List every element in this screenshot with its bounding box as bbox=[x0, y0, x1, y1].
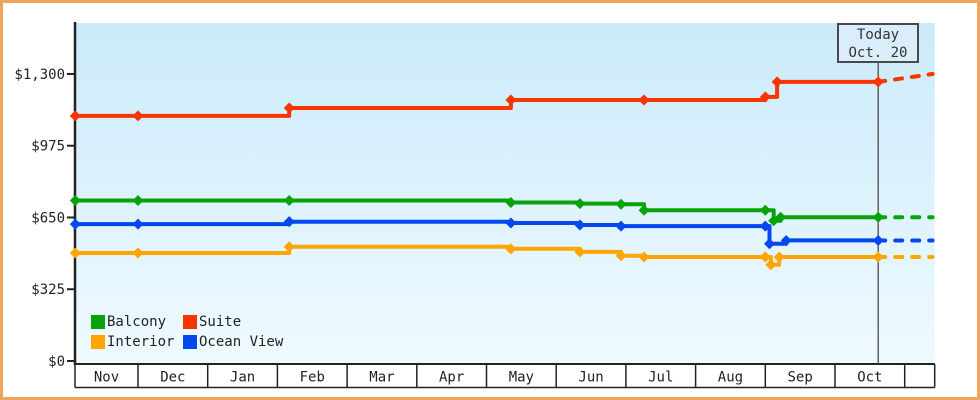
today-annotation-date: Oct. 20 bbox=[848, 45, 908, 61]
month-label: Jul bbox=[648, 370, 673, 386]
legend-swatch-suite bbox=[183, 315, 197, 329]
series-marker-interior bbox=[773, 251, 785, 263]
legend-label-balcony: Balcony bbox=[107, 314, 167, 330]
series-marker-ocean-view bbox=[574, 219, 586, 231]
legend-label-suite: Suite bbox=[199, 314, 242, 330]
month-label: Jan bbox=[230, 370, 255, 386]
y-tick-label: $1,300 bbox=[14, 67, 65, 83]
series-marker-balcony bbox=[759, 204, 771, 216]
series-marker-ocean-view bbox=[69, 218, 81, 230]
series-marker-ocean-view bbox=[780, 234, 792, 246]
series-line-suite bbox=[75, 79, 879, 118]
series-marker-ocean-view bbox=[283, 216, 295, 228]
y-tick-label: $325 bbox=[31, 282, 65, 298]
series-marker-interior bbox=[638, 251, 650, 263]
series-marker-interior bbox=[765, 259, 777, 271]
price-history-chart: $0 $325 $650 $975 $1,300 Nov Dec Jan Feb Mar Apr Ma… bbox=[14, 22, 936, 389]
series-marker-suite bbox=[283, 102, 295, 114]
series-marker-ocean-view bbox=[615, 220, 627, 232]
legend-swatch-balcony bbox=[91, 315, 105, 329]
legend-item-balcony: Balcony bbox=[91, 315, 183, 329]
legend: Balcony Suite Interior Ocean View bbox=[91, 315, 283, 349]
series-marker-interior bbox=[574, 246, 586, 258]
month-label: Jun bbox=[578, 370, 603, 386]
today-annotation-box: Today Oct. 20 bbox=[837, 23, 919, 63]
series-marker-balcony bbox=[574, 198, 586, 210]
series-marker-ocean-view bbox=[505, 217, 517, 229]
series-marker-balcony bbox=[132, 194, 144, 206]
series-marker-interior bbox=[283, 241, 295, 253]
series-marker-balcony bbox=[283, 194, 295, 206]
today-annotation-label: Today bbox=[856, 27, 900, 43]
month-label: Feb bbox=[300, 370, 325, 386]
month-label: Apr bbox=[439, 370, 464, 386]
series-marker-balcony bbox=[638, 204, 650, 216]
month-label: Aug bbox=[718, 370, 743, 386]
legend-item-ocean-view: Ocean View bbox=[183, 335, 283, 349]
plot-background bbox=[75, 23, 935, 364]
series-marker-suite bbox=[132, 110, 144, 122]
series-marker-ocean-view bbox=[763, 238, 775, 250]
series-marker-interior bbox=[69, 247, 81, 259]
series-marker-ocean-view bbox=[759, 220, 771, 232]
series-marker-interior bbox=[505, 243, 517, 255]
legend-label-ocean-view: Ocean View bbox=[199, 334, 284, 350]
legend-label-interior: Interior bbox=[107, 334, 175, 350]
month-label: May bbox=[509, 370, 534, 386]
series-marker-balcony bbox=[775, 211, 787, 223]
month-label: Nov bbox=[94, 370, 119, 386]
series-marker-suite bbox=[759, 91, 771, 103]
month-label: Sep bbox=[788, 370, 813, 386]
series-marker-balcony bbox=[615, 198, 627, 210]
series-marker-balcony bbox=[69, 194, 81, 206]
series-marker-suite bbox=[69, 110, 81, 122]
legend-swatch-ocean-view bbox=[183, 335, 197, 349]
y-tick-label: $0 bbox=[48, 354, 65, 370]
series-marker-suite bbox=[505, 94, 517, 106]
series-marker-suite bbox=[638, 94, 650, 106]
series-marker-ocean-view bbox=[132, 218, 144, 230]
legend-swatch-interior bbox=[91, 335, 105, 349]
series-marker-interior bbox=[615, 250, 627, 262]
y-tick-label: $975 bbox=[31, 139, 65, 155]
series-marker-suite bbox=[872, 76, 884, 88]
series-marker-ocean-view bbox=[872, 234, 884, 246]
month-label: Mar bbox=[369, 370, 394, 386]
series-marker-balcony bbox=[505, 196, 517, 208]
series-marker-balcony bbox=[872, 211, 884, 223]
series-marker-interior bbox=[759, 251, 771, 263]
month-label: Oct bbox=[857, 370, 882, 386]
legend-item-suite: Suite bbox=[183, 315, 283, 329]
month-strip-background bbox=[75, 364, 935, 388]
series-marker-interior bbox=[872, 251, 884, 263]
y-tick-label: $650 bbox=[31, 210, 65, 226]
series-marker-interior bbox=[132, 247, 144, 259]
series-marker-suite bbox=[771, 76, 783, 88]
month-label: Dec bbox=[160, 370, 185, 386]
legend-item-interior: Interior bbox=[91, 335, 183, 349]
